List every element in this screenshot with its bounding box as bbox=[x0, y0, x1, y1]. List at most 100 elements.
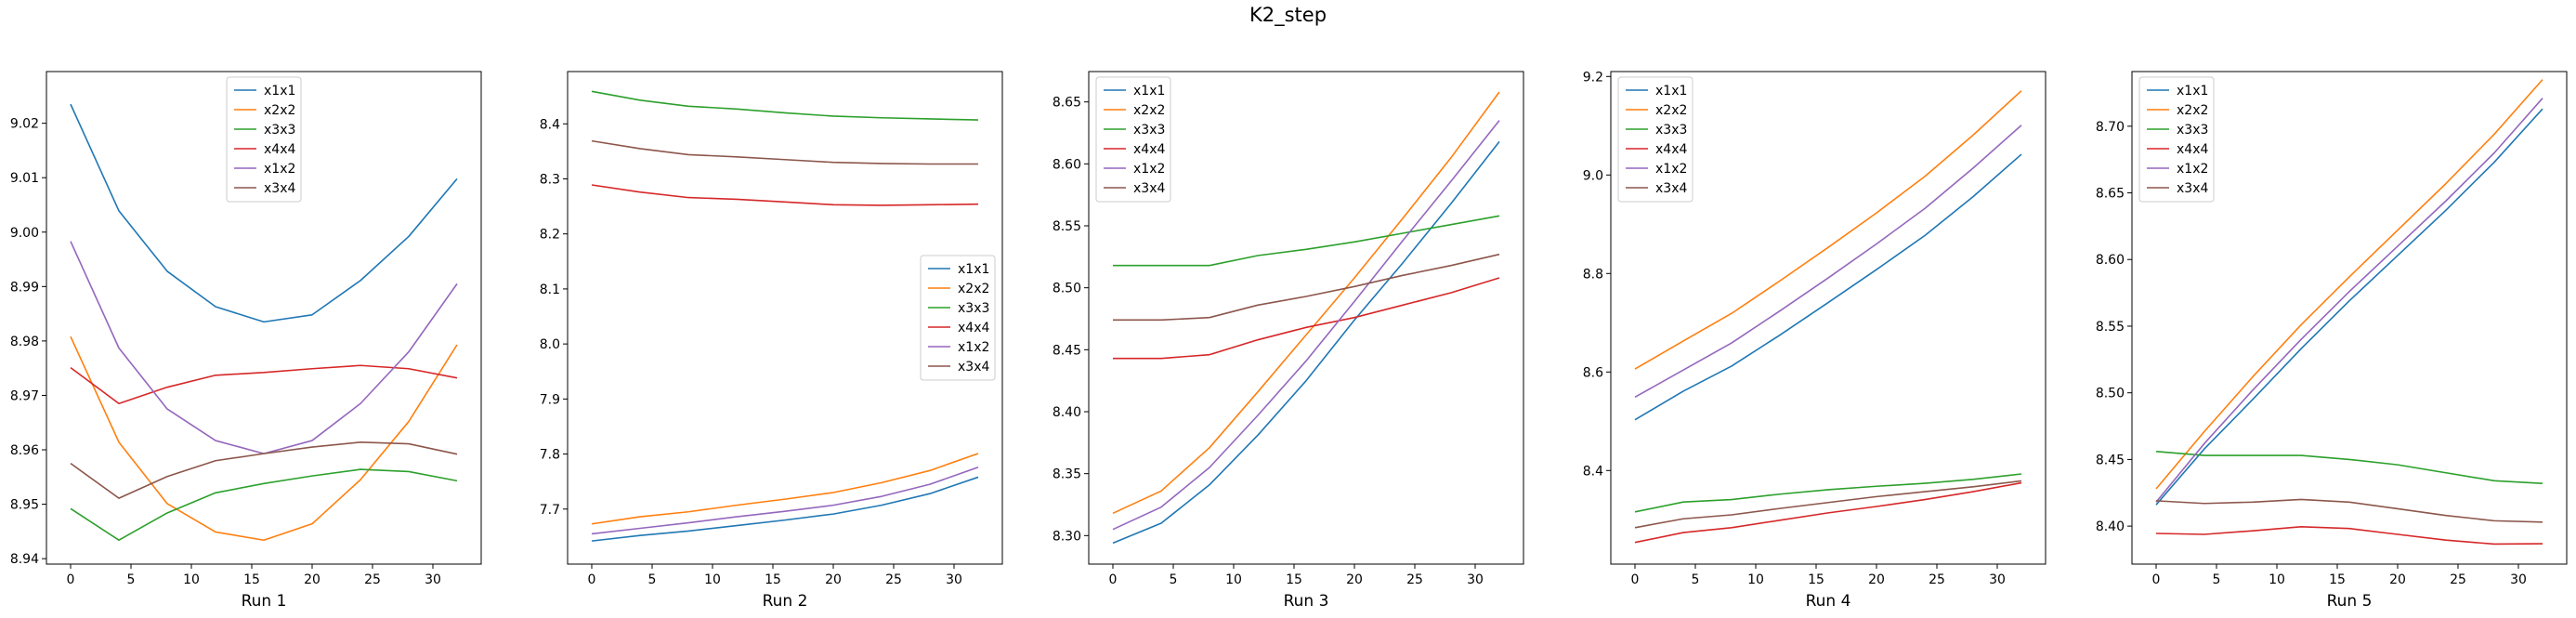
x-tick-label: 20 bbox=[2389, 572, 2406, 587]
y-tick-label: 8.98 bbox=[10, 335, 39, 349]
legend: x1x1 x2x2 x3x3 x4x4 x1x2 x3x4 bbox=[226, 76, 302, 203]
x-tick-label: 5 bbox=[127, 572, 136, 587]
y-tick-label: 8.55 bbox=[2096, 320, 2125, 335]
y-tick-label: 9.00 bbox=[10, 226, 39, 241]
series-line-x3x4 bbox=[1634, 480, 2022, 529]
y-tick-label: 8.4 bbox=[540, 117, 560, 132]
series-line-x4x4 bbox=[2155, 526, 2543, 546]
legend-box bbox=[1095, 76, 1171, 203]
series-line-x1x1 bbox=[2155, 108, 2543, 506]
series-line-x1x2 bbox=[1112, 120, 1500, 531]
y-tick-label: 8.99 bbox=[10, 280, 39, 295]
series-line-x3x3 bbox=[2155, 451, 2543, 485]
series-line-x4x4 bbox=[70, 364, 458, 405]
series-line-x2x2 bbox=[70, 335, 458, 542]
series-line-x3x4 bbox=[70, 441, 458, 499]
legend-label-x1x2: x1x2 bbox=[958, 340, 989, 355]
legend-label-x2x2: x2x2 bbox=[1133, 103, 1165, 118]
x-tick-label: 25 bbox=[1406, 572, 1423, 587]
x-tick-label: 0 bbox=[2152, 572, 2161, 587]
legend-label-x4x4: x4x4 bbox=[1655, 142, 1687, 157]
x-tick-label: 10 bbox=[1225, 572, 1242, 587]
x-tick-label: 0 bbox=[588, 572, 596, 587]
series-line-x3x3 bbox=[1113, 215, 1500, 267]
series-line-x2x2 bbox=[1112, 91, 1500, 515]
axes-frame bbox=[1610, 71, 2046, 565]
legend-label-x4x4: x4x4 bbox=[958, 321, 989, 335]
legend-label-x2x2: x2x2 bbox=[958, 282, 989, 296]
x-tick-label: 25 bbox=[1929, 572, 1945, 587]
legend-label-x3x4: x3x4 bbox=[1655, 181, 1687, 196]
y-tick-label: 8.45 bbox=[2096, 453, 2125, 467]
y-tick-label: 8.70 bbox=[2096, 120, 2125, 135]
series-line-x4x4 bbox=[591, 184, 979, 206]
x-tick-label: 0 bbox=[1631, 572, 1640, 587]
y-tick-label: 8.40 bbox=[2096, 519, 2125, 534]
legend-label-x1x1: x1x1 bbox=[264, 84, 295, 99]
series-line-x1x2 bbox=[70, 241, 458, 454]
x-tick-label: 30 bbox=[425, 572, 441, 587]
y-tick-label: 8.6 bbox=[1583, 365, 1603, 380]
x-axis-label: Run 4 bbox=[1806, 592, 1851, 611]
y-tick-label: 8.35 bbox=[1053, 467, 1081, 482]
y-tick-label: 8.3 bbox=[540, 172, 560, 187]
subplot-4: 0 5 10 15 20 25 30 8.4 8.6 8.8 9.0 9.2 Run 4 x1x1 x2x2… bbox=[1583, 70, 2046, 611]
series-line-x1x2 bbox=[591, 467, 979, 535]
series-line-x4x4 bbox=[1634, 481, 2022, 544]
legend-label-x1x2: x1x2 bbox=[2177, 162, 2208, 177]
x-tick-label: 15 bbox=[243, 572, 260, 587]
legend: x1x1 x2x2 x3x3 x4x4 x1x2 x3x4 bbox=[1095, 76, 1171, 203]
y-tick-label: 8.60 bbox=[2096, 253, 2125, 268]
x-tick-label: 30 bbox=[1467, 572, 1484, 587]
subplot-3: 0 5 10 15 20 25 30 8.30 8.35 8.40 8.45 8.50 8.55 8.60… bbox=[1053, 71, 1524, 611]
legend-label-x4x4: x4x4 bbox=[1133, 142, 1165, 157]
legend-label-x1x1: x1x1 bbox=[1133, 84, 1165, 99]
x-tick-label: 30 bbox=[946, 572, 962, 587]
subplot-5: 0 5 10 15 20 25 30 8.40 8.45 8.50 8.55 8.60 8.65 8.70… bbox=[2096, 71, 2568, 611]
y-tick-label: 8.94 bbox=[10, 552, 39, 567]
legend-label-x3x3: x3x3 bbox=[1655, 123, 1687, 138]
series-line-x3x3 bbox=[70, 468, 458, 542]
legend-label-x1x2: x1x2 bbox=[1133, 162, 1165, 177]
x-tick-label: 20 bbox=[304, 572, 320, 587]
y-tick-label: 8.0 bbox=[540, 337, 560, 352]
x-tick-label: 20 bbox=[1346, 572, 1363, 587]
series-line-x2x2 bbox=[1634, 90, 2022, 370]
y-tick-label: 7.8 bbox=[540, 448, 560, 463]
x-tick-label: 15 bbox=[2329, 572, 2346, 587]
y-tick-label: 8.40 bbox=[1053, 405, 1081, 420]
x-tick-label: 5 bbox=[648, 572, 657, 587]
y-tick-label: 8.8 bbox=[1583, 267, 1603, 282]
y-tick-label: 8.60 bbox=[1053, 157, 1081, 172]
series-line-x3x4 bbox=[2155, 498, 2543, 523]
series-line-x2x2 bbox=[591, 453, 979, 525]
legend-box bbox=[2138, 76, 2215, 203]
legend-label-x3x4: x3x4 bbox=[958, 360, 989, 375]
x-tick-label: 25 bbox=[364, 572, 381, 587]
legend-label-x2x2: x2x2 bbox=[264, 103, 295, 118]
series-line-x1x1 bbox=[70, 103, 458, 323]
series-line-x1x2 bbox=[2155, 98, 2543, 503]
y-tick-label: 8.97 bbox=[10, 388, 39, 403]
y-tick-label: 8.95 bbox=[10, 498, 39, 513]
legend-label-x1x2: x1x2 bbox=[1655, 162, 1687, 177]
x-tick-label: 10 bbox=[183, 572, 200, 587]
legend-label-x3x3: x3x3 bbox=[958, 301, 989, 316]
x-axis-label: Run 3 bbox=[1284, 592, 1329, 611]
series-line-x1x2 bbox=[1634, 125, 2022, 399]
legend-label-x3x3: x3x3 bbox=[2177, 123, 2208, 138]
x-axis-label: Run 5 bbox=[2327, 592, 2373, 611]
y-tick-label: 7.7 bbox=[540, 503, 560, 518]
x-tick-label: 10 bbox=[704, 572, 721, 587]
x-tick-label: 20 bbox=[825, 572, 842, 587]
series-line-x1x1 bbox=[1112, 140, 1500, 545]
legend-box bbox=[226, 76, 302, 203]
x-tick-label: 25 bbox=[2450, 572, 2466, 587]
y-tick-label: 7.9 bbox=[540, 392, 560, 407]
series-line-x3x4 bbox=[591, 139, 978, 165]
series-line-x3x3 bbox=[591, 90, 979, 121]
legend-label-x1x1: x1x1 bbox=[1655, 84, 1687, 99]
y-tick-label: 9.0 bbox=[1583, 168, 1603, 183]
x-tick-label: 0 bbox=[1109, 572, 1118, 587]
